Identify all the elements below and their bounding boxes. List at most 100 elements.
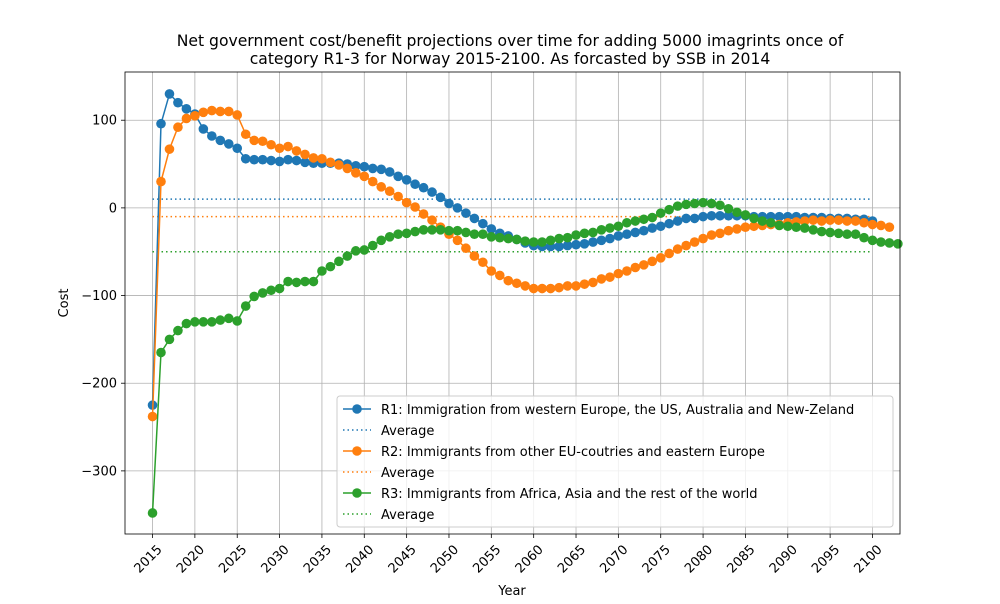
data-point — [257, 136, 268, 147]
data-point — [367, 176, 378, 187]
data-point — [511, 234, 522, 245]
data-point — [418, 209, 429, 219]
data-point — [791, 222, 802, 232]
data-point — [723, 225, 734, 236]
data-point — [232, 110, 243, 120]
data-point — [740, 210, 751, 220]
data-point — [334, 256, 344, 267]
data-point — [715, 228, 725, 239]
data-point — [630, 262, 641, 273]
data-point — [325, 261, 336, 272]
data-point — [571, 239, 581, 250]
data-point — [732, 224, 742, 234]
y-tick-label: −200 — [81, 377, 117, 392]
data-point — [579, 239, 590, 249]
data-point — [638, 214, 649, 225]
series-markers-3 — [147, 197, 903, 518]
data-point — [774, 211, 785, 222]
data-point — [223, 313, 234, 324]
plot-frame — [124, 71, 901, 535]
data-point — [164, 144, 175, 154]
data-point — [782, 221, 793, 232]
data-point — [859, 217, 869, 228]
data-point — [207, 105, 217, 116]
data-point — [588, 227, 598, 238]
data-point — [342, 163, 353, 174]
data-point — [842, 216, 852, 226]
data-point — [681, 213, 691, 224]
data-point — [698, 211, 708, 222]
data-point — [689, 198, 700, 209]
data-point — [266, 285, 276, 296]
data-point — [469, 213, 480, 224]
data-point — [715, 200, 725, 211]
data-point — [351, 161, 361, 171]
data-point — [749, 221, 759, 232]
data-point — [283, 154, 293, 165]
data-point — [147, 411, 158, 422]
data-point — [283, 141, 293, 152]
legend-series-label: R3: Immigrants from Africa, Asia and the… — [381, 487, 758, 502]
data-point — [291, 155, 302, 166]
data-point — [300, 276, 310, 287]
x-axis-label: Year — [497, 584, 526, 599]
data-point — [410, 179, 420, 190]
data-point — [766, 217, 776, 228]
data-point — [520, 281, 530, 291]
legend-average-label: Average — [381, 424, 434, 439]
x-tick-label: 2040 — [343, 542, 377, 576]
data-point — [647, 212, 658, 223]
data-point — [867, 219, 878, 230]
x-tick-label: 2075 — [640, 542, 674, 576]
data-point — [469, 251, 480, 261]
data-point — [452, 225, 463, 236]
data-point — [495, 232, 505, 243]
data-point — [240, 153, 251, 164]
data-point — [808, 215, 818, 225]
data-point — [655, 253, 666, 263]
data-point — [478, 218, 488, 229]
y-tick-label: 100 — [92, 114, 117, 129]
legend-series-label: R1: Immigration from western Europe, the… — [381, 403, 854, 418]
data-point — [367, 163, 378, 174]
data-point — [342, 251, 353, 261]
data-point — [655, 208, 666, 218]
legend-average-label: Average — [381, 508, 434, 523]
data-point — [283, 276, 293, 287]
data-point — [173, 325, 183, 336]
data-point — [698, 233, 708, 244]
data-point — [232, 143, 243, 154]
data-point — [173, 97, 183, 108]
data-point — [308, 153, 319, 163]
data-point — [173, 122, 183, 133]
data-point — [461, 208, 471, 218]
data-point — [689, 237, 700, 247]
data-point — [367, 240, 378, 251]
data-point — [740, 222, 751, 232]
data-point — [249, 135, 259, 146]
legend-box — [336, 395, 894, 528]
data-point — [444, 225, 454, 236]
data-point — [164, 89, 175, 99]
data-point — [537, 237, 547, 247]
data-point — [833, 228, 844, 239]
data-point — [638, 260, 649, 270]
data-point — [359, 245, 370, 255]
data-point — [579, 228, 590, 239]
data-point — [190, 317, 200, 327]
data-point — [664, 204, 674, 215]
data-point — [545, 283, 556, 294]
data-point — [520, 236, 530, 246]
data-point — [613, 268, 624, 279]
x-tick-label: 2045 — [386, 542, 420, 576]
data-point — [291, 146, 302, 156]
data-point — [198, 107, 209, 118]
x-tick-label: 2095 — [809, 542, 843, 576]
legend-average-label: Average — [381, 466, 434, 481]
data-point — [596, 274, 607, 284]
data-point — [698, 197, 708, 208]
data-point — [511, 278, 522, 289]
data-point — [884, 238, 895, 248]
x-tick-label: 2025 — [216, 542, 250, 576]
data-point — [410, 202, 420, 212]
